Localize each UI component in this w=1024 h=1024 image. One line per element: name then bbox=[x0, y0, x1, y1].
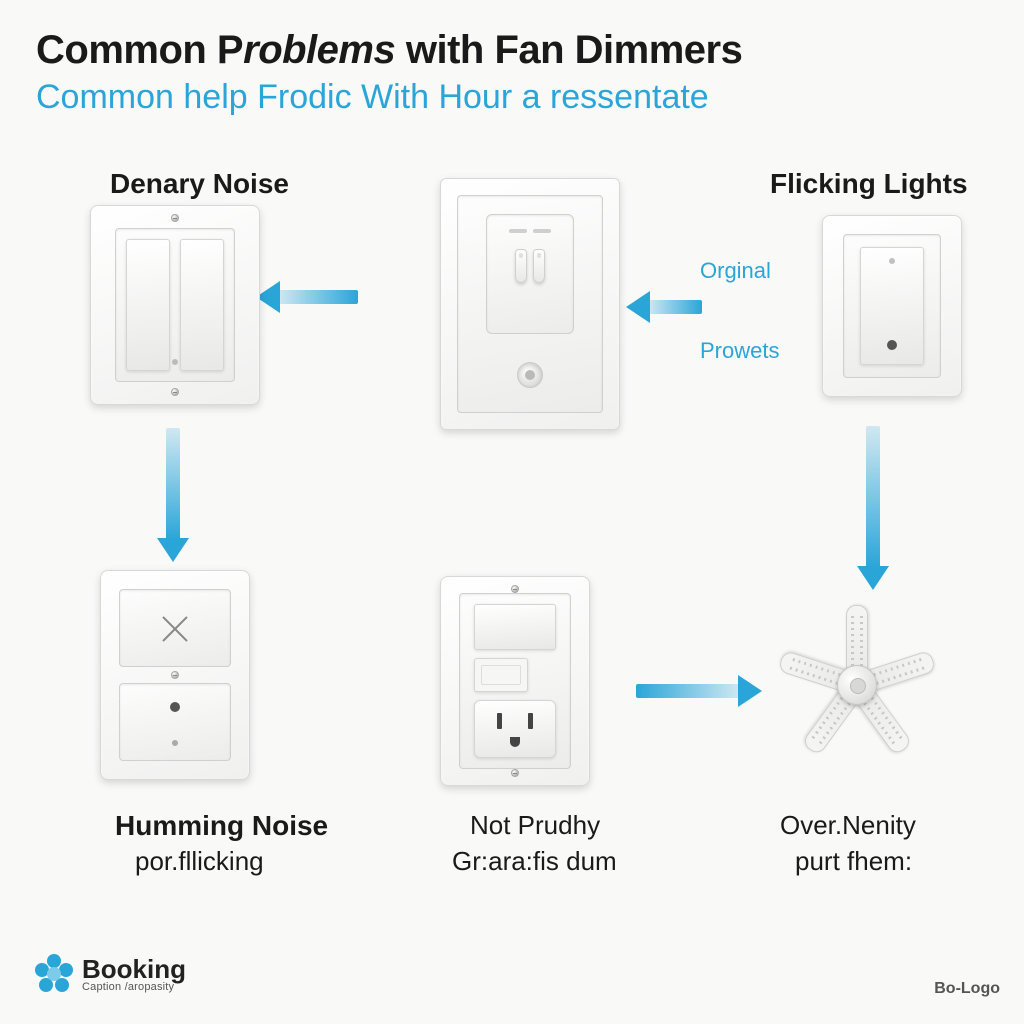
title-post: with Fan Dimmers bbox=[395, 28, 742, 72]
arrow-to-center bbox=[648, 300, 702, 314]
dimmer-pull-switch bbox=[440, 178, 620, 430]
arrow-down-left bbox=[166, 428, 180, 540]
title-pre: Common P bbox=[36, 28, 243, 72]
plate-x-dot bbox=[100, 570, 250, 780]
switch-single-dot bbox=[822, 215, 962, 397]
logo-mark-icon bbox=[34, 954, 74, 994]
sublabel-purt: purt fhem: bbox=[795, 846, 912, 877]
label-denary-noise: Denary Noise bbox=[110, 168, 289, 200]
label-humming-noise: Humming Noise bbox=[115, 810, 328, 842]
annot-prowets: Prowets bbox=[700, 338, 779, 364]
ceiling-fan-icon bbox=[772, 600, 942, 770]
logo-tagline: Caption /aropasity bbox=[82, 982, 186, 993]
annot-orginal: Orginal bbox=[700, 258, 771, 284]
sublabel-grarafis: Gr:ara:fis dum bbox=[452, 846, 617, 877]
title-italic: roblems bbox=[243, 28, 395, 72]
sublabel-humming: por.fllicking bbox=[135, 846, 264, 877]
arrow-to-denary bbox=[278, 290, 358, 304]
arrow-to-fan bbox=[636, 684, 740, 698]
switch-outlet-combo bbox=[440, 576, 590, 786]
page-title: Common Problems with Fan Dimmers bbox=[36, 28, 742, 73]
arrow-down-right bbox=[866, 426, 880, 568]
footer-right-text: Bo-Logo bbox=[934, 980, 1000, 998]
page-subtitle: Common help Frodic With Hour a ressentat… bbox=[36, 78, 709, 117]
label-over-nenity: Over.Nenity bbox=[780, 810, 916, 841]
logo-brand: Booking bbox=[82, 956, 186, 982]
label-flicking-lights: Flicking Lights bbox=[770, 168, 968, 200]
label-not-prudhy: Not Prudhy bbox=[470, 810, 600, 841]
x-icon bbox=[160, 614, 190, 644]
switch-double-rocker bbox=[90, 205, 260, 405]
brand-logo: Booking Caption /aropasity bbox=[34, 954, 186, 994]
